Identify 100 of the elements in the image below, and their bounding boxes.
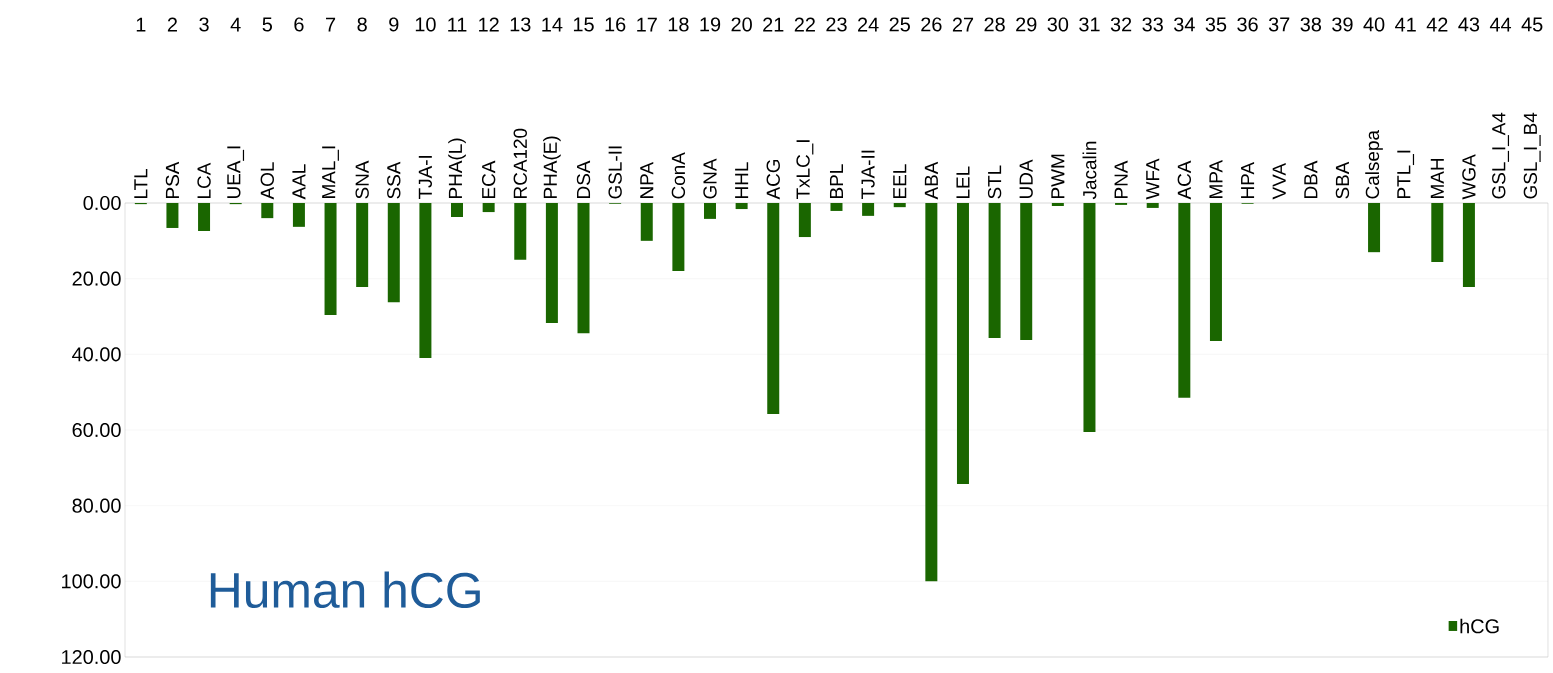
text: 28 (984, 17, 1005, 32)
text: 41 (1395, 17, 1416, 32)
text: 42 (1426, 17, 1448, 32)
bar (356, 203, 369, 287)
x-tick-label: PTL_I (1397, 150, 1415, 198)
bar (419, 203, 432, 359)
x-tick-label: PWM (1051, 154, 1065, 198)
bar (1368, 203, 1381, 253)
x-tick-label: LCA (197, 162, 211, 198)
x-tick-label: PHA(L) (448, 138, 466, 198)
x-tick-label: GSL-II (608, 146, 622, 199)
x-tick-label: NPA (640, 162, 654, 198)
text: 6 (294, 17, 304, 32)
x-tick-label: MAH (1430, 158, 1444, 198)
bar (387, 203, 400, 303)
x-tick-label: PNA (1114, 160, 1128, 198)
text: 15 (573, 17, 594, 32)
y-tick-label: 120.00 (62, 649, 121, 665)
text: 31 (1079, 17, 1100, 32)
text: 33 (1142, 17, 1163, 32)
bar (704, 203, 716, 219)
x-tick-label: SSA (387, 161, 401, 199)
text: 39 (1332, 17, 1353, 32)
y-tick-label: 60.00 (72, 422, 121, 438)
x-tick-label: GNA (703, 158, 717, 199)
y-tick-label: 0.00 (83, 195, 121, 211)
text: 43 (1458, 17, 1480, 32)
x-tick-label: TJA-I (418, 156, 433, 200)
y-tick-label: 20.00 (72, 271, 121, 286)
text: 5 (262, 17, 273, 32)
x-tick-label: PHA(E) (543, 136, 561, 198)
bar (1020, 203, 1033, 340)
text: 22 (794, 17, 815, 32)
text: 40 (1363, 17, 1385, 32)
text: 30 (1047, 17, 1069, 32)
text: 21 (763, 17, 784, 32)
text: 26 (921, 17, 942, 32)
y-tick-label: 40.00 (72, 347, 121, 362)
text: 9 (389, 17, 399, 32)
bar (1209, 203, 1222, 342)
bar (798, 203, 811, 238)
x-tick-label: PSA (165, 161, 180, 198)
x-tick-label: HPA (1241, 162, 1255, 198)
text: 4 (230, 17, 241, 32)
x-tick-label: EEL (893, 164, 907, 198)
x-tick-label: ABA (924, 161, 938, 200)
bar (1083, 203, 1096, 432)
x-tick-label: VVA (1272, 163, 1286, 200)
text: 25 (889, 17, 910, 32)
y-tick-label: 100.00 (62, 574, 121, 589)
text: 8 (357, 17, 367, 32)
text: Human hCG (210, 571, 480, 609)
text: 13 (510, 17, 531, 32)
bar (514, 203, 527, 260)
text: 35 (1205, 17, 1227, 32)
text: 32 (1110, 17, 1132, 32)
bar (1431, 203, 1444, 263)
bar (1462, 203, 1475, 287)
bar (261, 203, 274, 219)
bar (451, 203, 464, 217)
text: 19 (700, 17, 721, 32)
bar (735, 203, 748, 210)
text: 14 (542, 17, 563, 32)
x-tick-label: AOL (260, 162, 274, 200)
text: 17 (637, 17, 657, 32)
x-tick-label: Calsepa (1365, 130, 1383, 199)
x-tick-label: RCA120 (513, 128, 527, 198)
x-tick-label: DSA (576, 160, 591, 198)
x-tick-label: TJA-II (861, 150, 875, 200)
x-tick-label: BPL (829, 164, 843, 198)
bar (292, 203, 305, 227)
text: 37 (1268, 17, 1290, 32)
text: 34 (1174, 17, 1195, 32)
legend-label: hCG (1460, 618, 1499, 634)
bar (767, 203, 780, 415)
text: 20 (731, 17, 752, 32)
text: 1 (136, 17, 146, 32)
text: 27 (952, 17, 974, 32)
x-tick-label: DBA (1304, 160, 1318, 198)
text: 2 (167, 17, 177, 32)
bar (166, 203, 179, 228)
text: 12 (479, 17, 499, 32)
text: 24 (858, 17, 879, 32)
bar (830, 203, 843, 211)
bar (672, 203, 685, 272)
x-tick-label: MAL_I (322, 146, 339, 198)
text: 10 (415, 17, 436, 32)
x-tick-label: LEL (956, 166, 970, 198)
x-tick-label: SNA (355, 160, 369, 199)
bar (1146, 203, 1159, 208)
bar (1178, 203, 1191, 398)
bar (545, 203, 558, 323)
text: 29 (1016, 17, 1037, 32)
bar (956, 203, 969, 485)
x-tick-label: HHL (735, 162, 749, 198)
text: 23 (826, 17, 847, 32)
text: 16 (605, 17, 626, 32)
bar (893, 203, 906, 208)
x-tick-label: LTL (134, 168, 148, 198)
text: 38 (1300, 17, 1322, 32)
